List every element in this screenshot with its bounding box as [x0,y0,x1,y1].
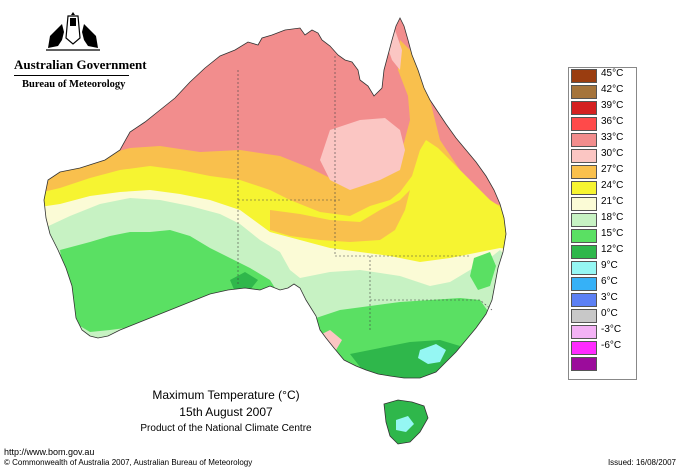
legend-swatch [571,181,597,195]
footer-issued-date: Issued: 16/08/2007 [607,458,676,467]
legend-label: 42°C [601,84,624,95]
legend-label: 24°C [601,180,624,191]
crest-icon [46,12,100,51]
legend-label: 39°C [601,100,624,111]
legend-swatch [571,325,597,339]
legend-frame [568,67,637,380]
legend-item: 3°C [568,291,636,307]
legend-label: 27°C [601,164,624,175]
legend-swatch [571,277,597,291]
legend-label: 6°C [601,276,618,287]
legend-item: 0°C [568,307,636,323]
legend-swatch [571,149,597,163]
legend-item: 21°C [568,195,636,211]
map-product-note: Product of the National Climate Centre [140,423,312,434]
legend-label: 12°C [601,244,624,255]
legend-item: 42°C [568,83,636,99]
legend-item: 6°C [568,275,636,291]
legend-item: 9°C [568,259,636,275]
legend-swatch [571,309,597,323]
legend-label: 15°C [601,228,624,239]
legend-swatch [571,213,597,227]
legend-item: 24°C [568,179,636,195]
legend-label: 30°C [601,148,624,159]
legend-swatch [571,229,597,243]
legend-swatch [571,133,597,147]
footer-copyright: © Commonwealth of Australia 2007, Austra… [4,458,253,467]
legend-item: 27°C [568,163,636,179]
legend-swatch [571,341,597,355]
legend-swatch [571,165,597,179]
legend-label: 0°C [601,308,618,319]
legend-swatch [571,261,597,275]
legend-swatch [571,69,597,83]
government-title: Australian Government [14,57,147,72]
legend-item: 33°C [568,131,636,147]
legend-item: 45°C [568,67,636,83]
legend-swatch [571,293,597,307]
legend-label: 9°C [601,260,618,271]
legend-swatch [571,197,597,211]
legend-swatch [571,101,597,115]
footer-url-link[interactable]: http://www.bom.gov.au [4,447,95,457]
legend-item: -6°C [568,339,636,355]
legend-label: 45°C [601,68,624,79]
header-divider [14,75,129,76]
legend-swatch [571,245,597,259]
legend-swatch [571,85,597,99]
bureau-title: Bureau of Meteorology [22,79,126,90]
legend-item: 36°C [568,115,636,131]
legend-label: -6°C [601,340,622,351]
map-date: 15th August 2007 [179,405,273,419]
legend-label: 3°C [601,292,618,303]
legend-item: -3°C [568,323,636,339]
legend-item: 30°C [568,147,636,163]
legend-item [568,355,636,371]
legend-item: 39°C [568,99,636,115]
legend-swatch [571,357,597,371]
legend-label: 36°C [601,116,624,127]
map-title: Maximum Temperature (°C) [152,388,300,402]
legend-label: -3°C [601,324,622,335]
temperature-legend: 45°C 42°C 39°C 36°C 33°C 30°C 27°C 24°C 21°C 18°C… [568,67,636,371]
legend-item: 18°C [568,211,636,227]
legend-item: 15°C [568,227,636,243]
legend-item: 12°C [568,243,636,259]
legend-label: 21°C [601,196,624,207]
legend-label: 33°C [601,132,624,143]
legend-swatch [571,117,597,131]
legend-label: 18°C [601,212,624,223]
